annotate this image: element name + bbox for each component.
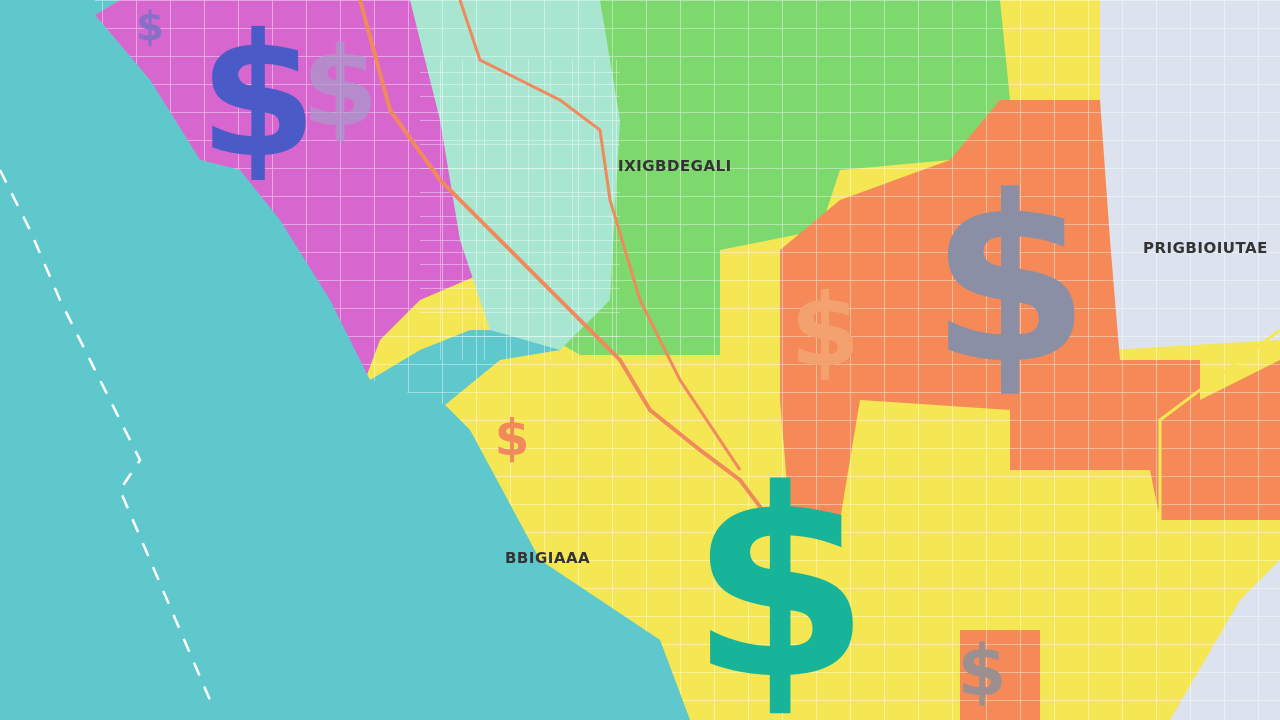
street-grid-fine xyxy=(420,60,620,360)
road xyxy=(358,0,772,522)
dollar-icon: $ xyxy=(958,630,1007,712)
dollar-icon: $ xyxy=(790,272,860,389)
ocean-mask xyxy=(0,0,690,720)
road xyxy=(458,0,742,471)
road xyxy=(1158,328,1280,520)
dollar-icon: $ xyxy=(930,148,1090,415)
dollar-icon: $ xyxy=(136,4,164,50)
boundary-line xyxy=(0,169,212,701)
place-label: BBIGIAAA xyxy=(505,549,590,567)
dollar-icon: $ xyxy=(199,0,317,196)
dollar-icon: $ xyxy=(495,409,530,467)
place-label: PRIGBIOIUTAE xyxy=(1143,239,1268,257)
dollar-icon: $ xyxy=(690,435,871,720)
place-label: IXIGBDEGALI xyxy=(618,157,732,175)
dollar-icon: $ xyxy=(302,23,379,151)
